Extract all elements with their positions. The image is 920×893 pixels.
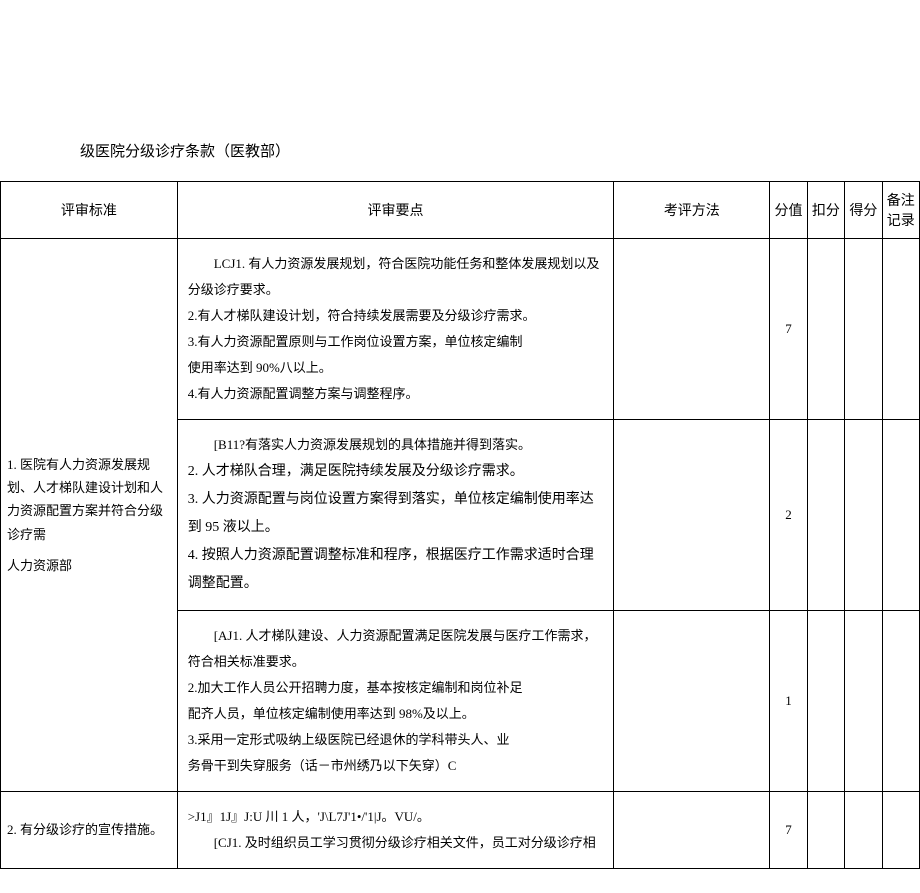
header-points: 评审要点 [177,182,614,239]
method-cell [614,420,770,611]
header-note: 备注记录 [882,182,919,239]
header-method: 考评方法 [614,182,770,239]
header-got: 得分 [845,182,882,239]
standard-cell: 1. 医院有人力资源发展规划、人才梯队建设计划和人力资源配置方案并符合分级诊疗需… [1,239,178,792]
header-deduct: 扣分 [807,182,844,239]
method-cell [614,239,770,420]
header-score-value: 分值 [770,182,807,239]
points-cell: [AJ1. 人才梯队建设、人力资源配置满足医院发展与医疗工作需求，符合相关标准要… [177,611,614,792]
note-cell [882,239,919,420]
deduct-cell [807,611,844,792]
table-row: 1. 医院有人力资源发展规划、人才梯队建设计划和人力资源配置方案并符合分级诊疗需… [1,239,920,420]
got-cell [845,792,882,869]
points-cell: [B11?有落实人力资源发展规划的具体措施并得到落实。2. 人才梯队合理，满足医… [177,420,614,611]
note-cell [882,611,919,792]
got-cell [845,239,882,420]
header-standard: 评审标准 [1,182,178,239]
method-cell [614,792,770,869]
got-cell [845,420,882,611]
deduct-cell [807,420,844,611]
score-value-cell: 2 [770,420,807,611]
standard-cell: 2. 有分级诊疗的宣传措施。 [1,792,178,869]
points-cell: >J1』1J』J:U 川 1 人，'J\L7J'1•/'1|J。VU/。[CJ1… [177,792,614,869]
note-cell [882,420,919,611]
document-title: 级医院分级诊疗条款（医教部） [80,140,920,161]
review-table: 评审标准 评审要点 考评方法 分值 扣分 得分 备注记录 1. 医院有人力资源发… [0,181,920,869]
deduct-cell [807,239,844,420]
table-header-row: 评审标准 评审要点 考评方法 分值 扣分 得分 备注记录 [1,182,920,239]
got-cell [845,611,882,792]
score-value-cell: 1 [770,611,807,792]
points-cell: LCJ1. 有人力资源发展规划，符合医院功能任务和整体发展规划以及分级诊疗要求。… [177,239,614,420]
score-value-cell: 7 [770,239,807,420]
deduct-cell [807,792,844,869]
method-cell [614,611,770,792]
table-row: 2. 有分级诊疗的宣传措施。>J1』1J』J:U 川 1 人，'J\L7J'1•… [1,792,920,869]
score-value-cell: 7 [770,792,807,869]
note-cell [882,792,919,869]
